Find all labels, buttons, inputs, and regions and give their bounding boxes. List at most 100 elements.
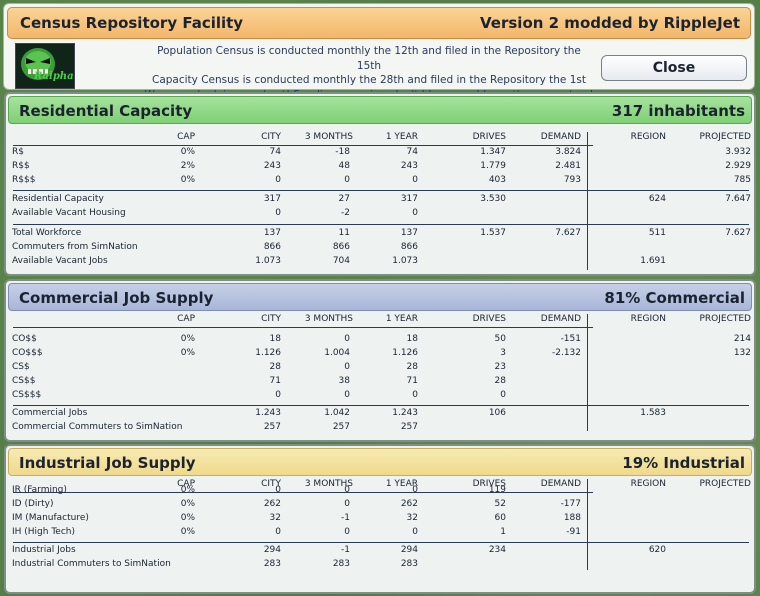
cell-city: 257 <box>263 422 281 432</box>
cell-m3: 48 <box>338 161 350 171</box>
row-label: IM (Manufacture) <box>12 513 89 523</box>
cell-drives: 403 <box>488 175 506 185</box>
cell-city: 32 <box>269 513 281 523</box>
column-header: 3 MONTHS <box>304 132 353 142</box>
row-label: Commercial Commuters to SimNation <box>12 422 183 432</box>
column-header: 1 YEAR <box>385 132 418 142</box>
cell-region: 511 <box>648 228 666 238</box>
close-button[interactable]: Close <box>601 55 747 81</box>
column-header: 3 MONTHS <box>304 479 353 489</box>
logo-text: Ralphael <box>34 71 74 82</box>
cell-cap: 0% <box>180 147 195 157</box>
row-label: R$ <box>12 147 24 157</box>
cell-projected: 7.647 <box>725 194 751 204</box>
cell-drives: 23 <box>494 362 506 372</box>
cell-projected: 2.929 <box>725 161 751 171</box>
cell-y1: 18 <box>406 334 418 344</box>
cell-y1: 1.243 <box>392 408 418 418</box>
cell-projected: 7.627 <box>725 228 751 238</box>
cell-y1: 74 <box>406 147 418 157</box>
cell-city: 0 <box>275 208 281 218</box>
cell-city: 137 <box>263 228 281 238</box>
column-header: DEMAND <box>540 314 581 324</box>
row-label: Commuters from SimNation <box>12 242 138 252</box>
cell-drives: 28 <box>494 376 506 386</box>
cell-y1: 1.073 <box>392 256 418 266</box>
column-header: CAP <box>177 132 195 142</box>
cell-m3: 1.004 <box>324 348 350 358</box>
cell-m3: 0 <box>344 390 350 400</box>
cell-y1: 28 <box>406 362 418 372</box>
industrial-summary: 19% Industrial <box>622 454 745 472</box>
row-label: IH (High Tech) <box>12 527 76 537</box>
cell-m3: -18 <box>335 147 350 157</box>
residential-panel: Residential Capacity 317 inhabitants CAP… <box>4 92 756 276</box>
version-label: Version 2 modded by RippleJet <box>480 14 740 32</box>
cell-m3: -1 <box>341 545 350 555</box>
window-title: Census Repository Facility <box>20 14 244 32</box>
cell-region: 1.691 <box>640 256 666 266</box>
cell-y1: 866 <box>400 242 418 252</box>
cell-drives: 50 <box>494 334 506 344</box>
column-header: REGION <box>630 132 666 142</box>
commercial-panel: Commercial Job Supply 81% Commercial CAP… <box>4 279 756 442</box>
cell-drives: 60 <box>494 513 506 523</box>
column-header: CAP <box>177 479 195 489</box>
column-header: DRIVES <box>472 132 506 142</box>
cell-y1: 32 <box>406 513 418 523</box>
cell-cap: 2% <box>180 161 195 171</box>
row-label: Available Vacant Jobs <box>12 256 108 266</box>
row-label: R$$$ <box>12 175 36 185</box>
column-header: CITY <box>261 314 281 324</box>
cell-city: 1.243 <box>255 408 281 418</box>
advisor-logo: Ralphael <box>15 43 75 89</box>
cell-m3: 0 <box>344 527 350 537</box>
cell-cap: 0% <box>180 513 195 523</box>
cell-city: 317 <box>263 194 281 204</box>
column-header: CAP <box>177 314 195 324</box>
cell-projected: 3.932 <box>725 147 751 157</box>
row-label: CS$$ <box>12 376 36 386</box>
cell-y1: 0 <box>412 527 418 537</box>
column-header: REGION <box>630 314 666 324</box>
cell-m3: 27 <box>338 194 350 204</box>
cell-cap: 0% <box>180 485 195 495</box>
column-header: PROJECTED <box>699 314 751 324</box>
residential-summary: 317 inhabitants <box>611 102 745 120</box>
industrial-title: Industrial Job Supply <box>19 454 196 472</box>
cell-drives: 3.530 <box>480 194 506 204</box>
cell-m3: 0 <box>344 334 350 344</box>
cell-demand: 188 <box>563 513 581 523</box>
cell-drives: 234 <box>488 545 506 555</box>
cell-m3: 257 <box>332 422 350 432</box>
group-divider <box>13 405 749 406</box>
cell-projected: 132 <box>733 348 751 358</box>
cell-city: 1.073 <box>255 256 281 266</box>
cell-demand: 2.481 <box>555 161 581 171</box>
census-header-window: Census Repository Facility Version 2 mod… <box>3 3 755 101</box>
cell-demand: 793 <box>563 175 581 185</box>
column-header: 1 YEAR <box>385 314 418 324</box>
column-header: DEMAND <box>540 132 581 142</box>
cell-region: 624 <box>648 194 666 204</box>
cell-city: 0 <box>275 390 281 400</box>
column-header: CITY <box>261 132 281 142</box>
cell-city: 243 <box>263 161 281 171</box>
notice-line: Capacity Census is conducted monthly the… <box>151 74 586 86</box>
cell-y1: 1.126 <box>392 348 418 358</box>
cell-drives: 0 <box>500 390 506 400</box>
cell-drives: 3 <box>500 348 506 358</box>
row-label: Residential Capacity <box>12 194 104 204</box>
column-header: DEMAND <box>540 479 581 489</box>
cell-m3: 0 <box>344 175 350 185</box>
row-label: CS$$$ <box>12 390 42 400</box>
cell-y1: 0 <box>412 485 418 495</box>
column-separator <box>587 479 588 570</box>
column-header: PROJECTED <box>699 479 751 489</box>
commercial-header: Commercial Job Supply 81% Commercial <box>8 283 752 311</box>
row-label: R$$ <box>12 161 30 171</box>
column-header: CITY <box>261 479 281 489</box>
cell-m3: 38 <box>338 376 350 386</box>
cell-city: 283 <box>263 559 281 569</box>
residential-header: Residential Capacity 317 inhabitants <box>8 96 752 124</box>
